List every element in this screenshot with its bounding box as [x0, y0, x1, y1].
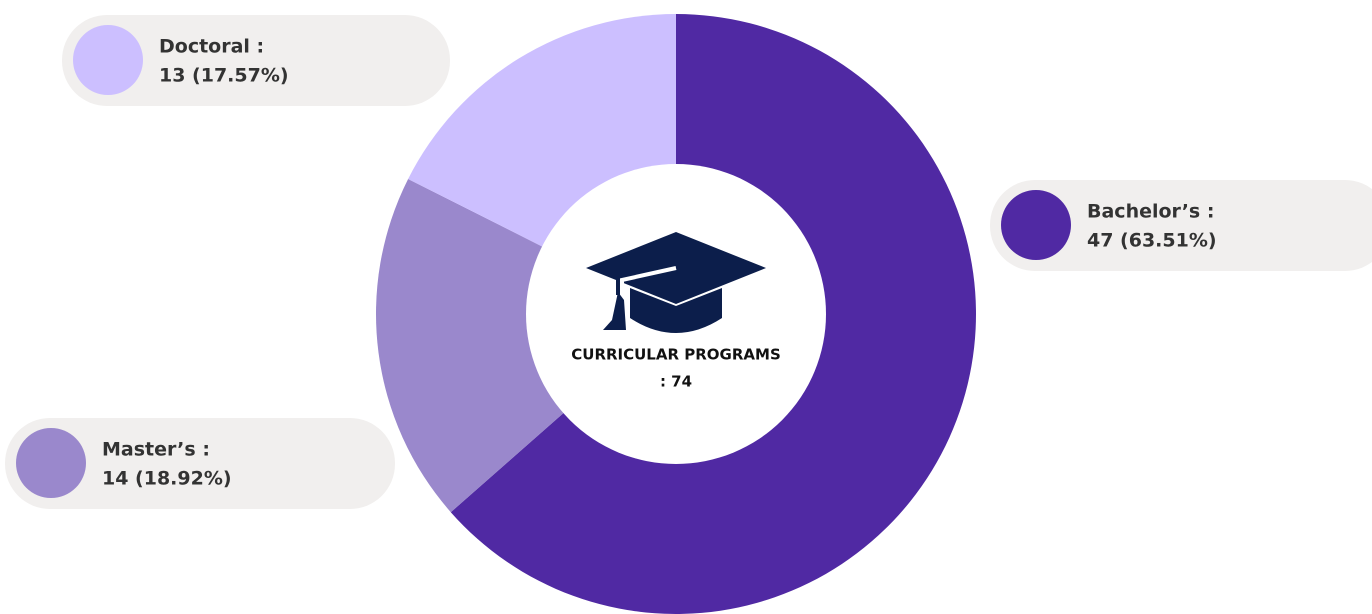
- legend-label: Doctoral :: [159, 36, 264, 58]
- center-label: CURRICULAR PROGRAMS: [571, 346, 781, 364]
- slice: [375, 178, 676, 513]
- cap-icon: [586, 232, 766, 333]
- legend-swatch: [73, 25, 143, 95]
- legend-pill: [62, 15, 450, 106]
- legend-item: Master’s : 14 (18.92%): [5, 418, 395, 509]
- legend-pill: [5, 418, 395, 509]
- center-value: : 74: [660, 373, 692, 391]
- legend-label: Master’s :: [102, 439, 210, 461]
- legend-item: Bachelor’s : 47 (63.51%): [990, 180, 1372, 271]
- legend: Bachelor’s : 47 (63.51%) Master’s : 14 (18.…: [5, 15, 1372, 509]
- legend-label: Bachelor’s :: [1087, 201, 1214, 223]
- legend-swatch: [1001, 190, 1071, 260]
- value-label: 13 (17.57%): [159, 65, 289, 87]
- legend-item: Doctoral : 13 (17.57%): [62, 15, 450, 106]
- legend-pill: [990, 180, 1372, 271]
- value-label: 14 (18.92%): [102, 468, 232, 490]
- legend-swatch: [16, 428, 86, 498]
- value-label: 47 (63.51%): [1087, 230, 1217, 252]
